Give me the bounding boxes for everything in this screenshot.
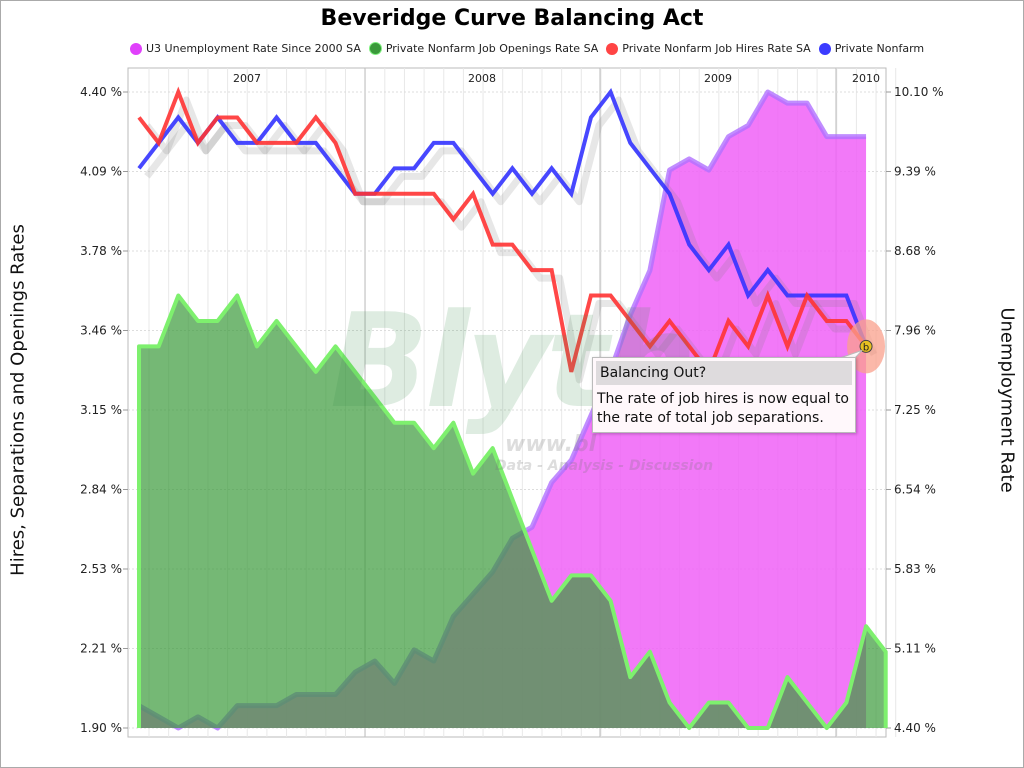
y-tick-label-left: 2.84 % (80, 483, 122, 497)
legend-label-openings: Private Nonfarm Job Openings Rate SA (385, 42, 599, 55)
line-openings (137, 293, 888, 730)
annotation-marker-label: b (863, 342, 869, 353)
legend-swatch-unemployment (130, 42, 142, 55)
legend-item-separations[interactable]: Private Nonfarm (818, 42, 925, 55)
annotation-text: The rate of job hires is now equal to th… (597, 391, 849, 426)
y-tick-label-right: 9.39 % (894, 165, 936, 179)
y-tick-label-right: 6.54 % (894, 483, 936, 497)
y-tick-label-left: 3.15 % (80, 403, 122, 417)
annotation-title: Balancing Out? (596, 361, 852, 385)
legend-swatch-openings (368, 42, 382, 55)
x-year-label: 2008 (468, 72, 496, 85)
legend-label-hires: Private Nonfarm Job Hires Rate SA (622, 42, 811, 55)
legend-swatch-separations (818, 42, 831, 55)
legend-label-separations: Private Nonfarm (834, 42, 925, 55)
line-separations (137, 87, 868, 348)
x-year-label: 2010 (852, 72, 880, 85)
y-tick-label-right: 5.83 % (894, 562, 936, 576)
y-tick-label-left: 3.46 % (80, 324, 122, 338)
y-tick-label-left: 4.09 % (80, 165, 122, 179)
annotation-tooltip: Balancing Out? The rate of job hires is … (592, 357, 856, 433)
legend-item-hires[interactable]: Private Nonfarm Job Hires Rate SA (606, 42, 811, 55)
line-hires (137, 86, 868, 376)
y-tick-label-right: 4.40 % (894, 721, 936, 735)
y-tick-label-right: 10.10 % (894, 85, 944, 99)
y-tick-label-right: 7.25 % (894, 403, 936, 417)
series-shadow (144, 96, 877, 384)
watermark-tagline: Data - Analysis - Discussion (495, 458, 714, 474)
y-tick-label-left: 2.21 % (80, 642, 122, 656)
watermark-url: www.bl (505, 432, 597, 457)
legend-item-openings[interactable]: Private Nonfarm Job Openings Rate SA (368, 42, 599, 55)
legend-label-unemployment: U3 Unemployment Rate Since 2000 SA (146, 42, 361, 55)
series-shadow (144, 96, 878, 356)
y-tick-label-left: 2.53 % (80, 562, 122, 576)
area-unemployment (139, 92, 867, 728)
y-tick-label-right: 5.11 % (894, 642, 936, 656)
y-tick-label-left: 4.40 % (80, 85, 122, 99)
legend-swatch-hires (606, 42, 619, 55)
y-tick-label-left: 1.90 % (80, 721, 122, 735)
area-openings (139, 295, 886, 728)
annotation-marker (859, 339, 873, 353)
y-tick-label-right: 7.96 % (894, 324, 936, 338)
y-tick-label-right: 8.68 % (894, 244, 936, 258)
x-year-label: 2007 (233, 72, 261, 85)
y-tick-label-left: 3.78 % (80, 244, 122, 258)
legend-item-unemployment[interactable]: U3 Unemployment Rate Since 2000 SA (130, 42, 361, 55)
chart-title: Beveridge Curve Balancing Act (320, 6, 704, 31)
legend: U3 Unemployment Rate Since 2000 SA Priva… (130, 42, 926, 55)
x-year-label: 2009 (704, 72, 732, 85)
